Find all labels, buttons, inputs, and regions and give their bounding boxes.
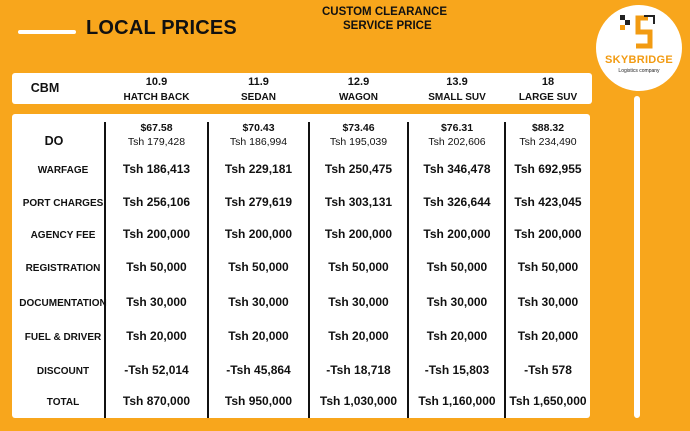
price-cell: Tsh 30,000 [328, 295, 389, 309]
price-cell: Tsh 50,000 [228, 260, 289, 274]
price-cell: Tsh 326,644 [423, 195, 491, 209]
column-separator [407, 122, 409, 418]
price-cell: Tsh 200,000 [423, 227, 491, 241]
price-cell: -Tsh 578 [524, 363, 572, 377]
logo-tagline: Logistics company [618, 68, 660, 74]
price-cell: -Tsh 45,864 [226, 363, 291, 377]
price-cell: -Tsh 52,014 [124, 363, 189, 377]
price-cell: Tsh 200,000 [122, 227, 191, 241]
skybridge-logo: SKYBRIDGE Logistics company [596, 5, 682, 91]
price-cell: Tsh 20,000 [126, 329, 187, 343]
row-label: REGISTRATION [25, 263, 101, 274]
header-cbm-label: CBM [30, 81, 60, 95]
do-usd-value: $88.32 [531, 122, 565, 134]
header-vehicle-type: WAGON [339, 92, 378, 103]
row-label: PORT CHARGES [22, 198, 104, 209]
row-label: DISCOUNT [36, 366, 90, 377]
header-cbm-value: 11.9 [248, 76, 269, 88]
price-cell: Tsh 200,000 [324, 227, 393, 241]
price-cell: Tsh 950,000 [224, 394, 293, 408]
row-label: FUEL & DRIVER [24, 332, 102, 343]
price-cell: Tsh 1,030,000 [319, 394, 398, 408]
price-cell: Tsh 20,000 [517, 329, 579, 343]
do-usd-value: $67.58 [140, 122, 173, 134]
price-cell: Tsh 303,131 [324, 195, 393, 209]
do-tsh-value: Tsh 179,428 [127, 136, 186, 148]
price-cell: Tsh 200,000 [224, 227, 293, 241]
table-header-card [12, 73, 592, 104]
do-tsh-value: Tsh 195,039 [329, 136, 388, 148]
title-underline [18, 30, 76, 34]
table-body-card [12, 114, 590, 418]
price-cell: Tsh 279,619 [224, 195, 293, 209]
do-usd-value: $70.43 [242, 122, 275, 134]
header-cbm-value: 12.9 [347, 76, 370, 88]
row-label: TOTAL [46, 397, 80, 408]
price-cell: Tsh 250,475 [324, 162, 393, 176]
decorative-vertical-line [634, 96, 640, 418]
column-separator [308, 122, 310, 418]
price-cell: Tsh 1,650,000 [509, 394, 587, 408]
do-tsh-value: Tsh 234,490 [519, 136, 577, 148]
subtitle-line-1: CUSTOM CLEARANCE [322, 6, 448, 18]
header-vehicle-type: SEDAN [240, 92, 276, 103]
price-cell: -Tsh 15,803 [424, 363, 490, 377]
column-separator [104, 122, 106, 418]
price-cell: Tsh 229,181 [224, 162, 293, 176]
price-cell: Tsh 346,478 [423, 162, 491, 176]
price-cell: Tsh 423,045 [514, 195, 582, 209]
price-cell: Tsh 1,160,000 [418, 394, 496, 408]
row-label: DOCUMENTATION [19, 298, 107, 309]
do-tsh-value: Tsh 186,994 [229, 136, 288, 148]
price-cell: Tsh 20,000 [228, 329, 289, 343]
header-cbm-value: 13.9 [446, 76, 468, 88]
skybridge-s-logo-icon [620, 15, 655, 49]
header-vehicle-type: SMALL SUV [428, 92, 486, 103]
row-label: WARFAGE [37, 165, 89, 176]
price-cell: Tsh 20,000 [328, 329, 389, 343]
price-cell: Tsh 50,000 [126, 260, 187, 274]
price-cell: Tsh 256,106 [122, 195, 191, 209]
header-cbm-value: 18 [541, 76, 555, 88]
column-separator [207, 122, 209, 418]
price-cell: Tsh 30,000 [126, 295, 187, 309]
header-cbm-value: 10.9 [145, 76, 168, 88]
do-usd-value: $73.46 [342, 122, 375, 134]
price-cell: Tsh 692,955 [514, 162, 582, 176]
column-separator [504, 122, 506, 418]
price-cell: Tsh 50,000 [426, 260, 488, 274]
page-title: LOCAL PRICES [86, 17, 237, 39]
price-cell: Tsh 30,000 [517, 295, 579, 309]
price-cell: Tsh 30,000 [426, 295, 488, 309]
price-cell: Tsh 50,000 [328, 260, 389, 274]
price-cell: Tsh 186,413 [122, 162, 191, 176]
price-cell: -Tsh 18,718 [326, 363, 391, 377]
page-subtitle: CUSTOM CLEARANCE SERVICE PRICE [322, 5, 447, 33]
do-usd-value: $76.31 [440, 122, 474, 134]
row-label-do: DO [44, 134, 64, 148]
header-vehicle-type: LARGE SUV [518, 92, 578, 103]
row-label: AGENCY FEE [30, 230, 96, 241]
logo-brand-name: SKYBRIDGE [604, 54, 674, 66]
price-cell: Tsh 200,000 [514, 227, 582, 241]
price-cell: Tsh 50,000 [517, 260, 579, 274]
subtitle-line-2: SERVICE PRICE [343, 20, 432, 32]
do-tsh-value: Tsh 202,606 [428, 136, 486, 148]
price-cell: Tsh 870,000 [122, 394, 191, 408]
header-vehicle-type: HATCH BACK [123, 92, 190, 103]
price-cell: Tsh 30,000 [228, 295, 289, 309]
price-cell: Tsh 20,000 [426, 329, 488, 343]
